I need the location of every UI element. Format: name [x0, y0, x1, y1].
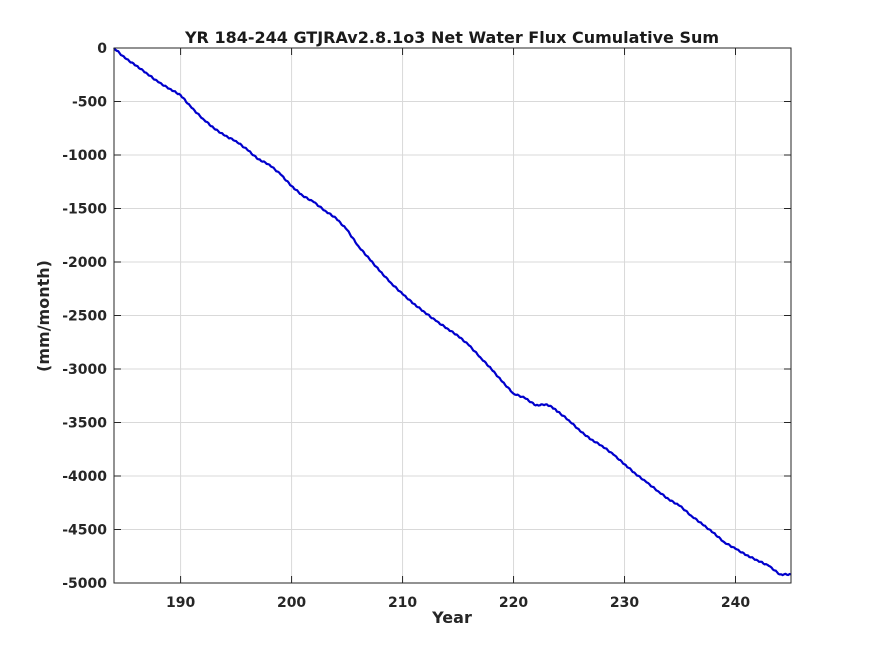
y-tick-label: -3500	[62, 416, 107, 432]
chart-title: YR 184-244 GTJRAv2.8.1o3 Net Water Flux …	[184, 28, 719, 47]
x-tick-label: 220	[499, 595, 528, 611]
x-axis-ticks: 190 200 210 220 230 240	[166, 48, 750, 611]
x-tick-label: 200	[277, 595, 306, 611]
y-tick-label: 0	[97, 41, 107, 57]
x-tick-label: 240	[721, 595, 750, 611]
y-tick-label: -5000	[62, 576, 107, 592]
y-axis-ticks: 0 -500 -1000 -1500 -2000 -2500 -3000 -3500 -4000…	[62, 41, 791, 592]
x-axis-label: Year	[431, 608, 472, 627]
y-tick-label: -4000	[62, 469, 107, 485]
y-tick-label: -1500	[62, 202, 107, 218]
series-layer	[113, 47, 792, 577]
x-tick-label: 210	[388, 595, 417, 611]
y-axis-label: (mm/month)	[34, 260, 53, 372]
y-tick-label: -2000	[62, 255, 107, 271]
y-tick-label: -4500	[62, 523, 107, 539]
y-tick-label: -2500	[62, 309, 107, 325]
y-tick-label: -3000	[62, 362, 107, 378]
x-tick-label: 230	[610, 595, 639, 611]
y-tick-label: -500	[72, 95, 107, 111]
x-tick-label: 190	[166, 595, 195, 611]
series-line	[113, 47, 792, 577]
y-tick-label: -1000	[62, 148, 107, 164]
